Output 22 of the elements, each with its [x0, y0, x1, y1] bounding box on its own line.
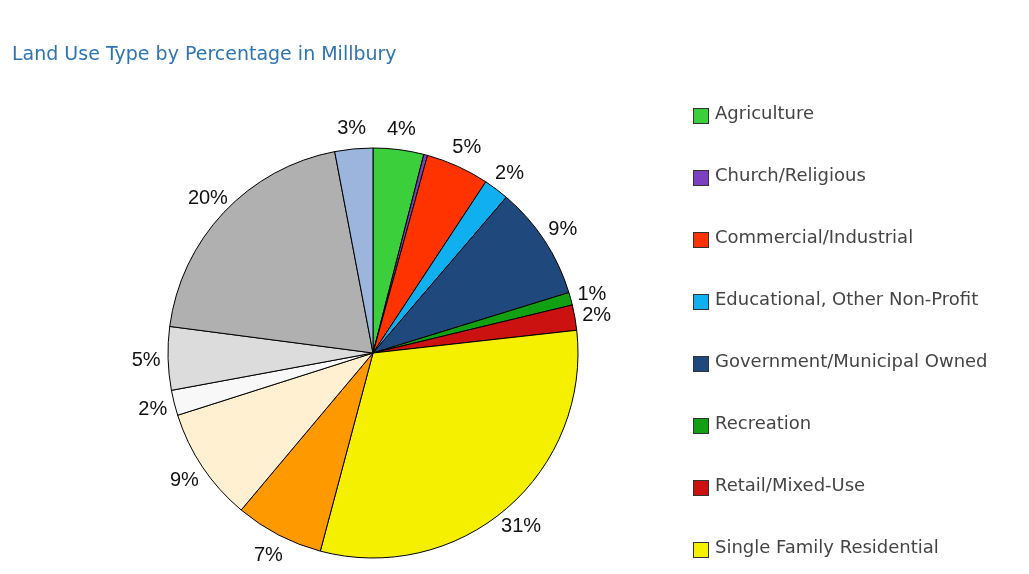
data-label: 9%	[169, 468, 200, 491]
legend-label: Agriculture	[715, 101, 814, 125]
data-label: 4%	[386, 116, 417, 139]
data-label: 1%	[577, 281, 607, 304]
legend-label: Government/Municipal Owned	[715, 349, 988, 373]
chart-title: Land Use Type by Percentage in Millbury	[12, 42, 397, 64]
data-label: 31%	[501, 514, 542, 536]
data-label: 2%	[138, 397, 168, 420]
legend-label: Educational, Other Non-Profit	[715, 287, 979, 311]
data-label: 2%	[495, 160, 525, 183]
data-label: 7%	[253, 543, 283, 566]
legend-label: Recreation	[715, 411, 812, 435]
legend-label: Retail/Mixed-Use	[715, 473, 866, 497]
data-label: 3%	[337, 116, 367, 138]
data-label: 9%	[548, 217, 578, 240]
legend-label: Single Family Residential	[715, 535, 939, 559]
data-label: 2%	[582, 302, 612, 325]
data-label: 5%	[452, 135, 482, 158]
legend-label: Church/Religious	[715, 163, 866, 187]
legend-label: Commercial/Industrial	[715, 225, 914, 249]
data-label: 20%	[187, 186, 229, 209]
data-label: 5%	[131, 348, 161, 371]
